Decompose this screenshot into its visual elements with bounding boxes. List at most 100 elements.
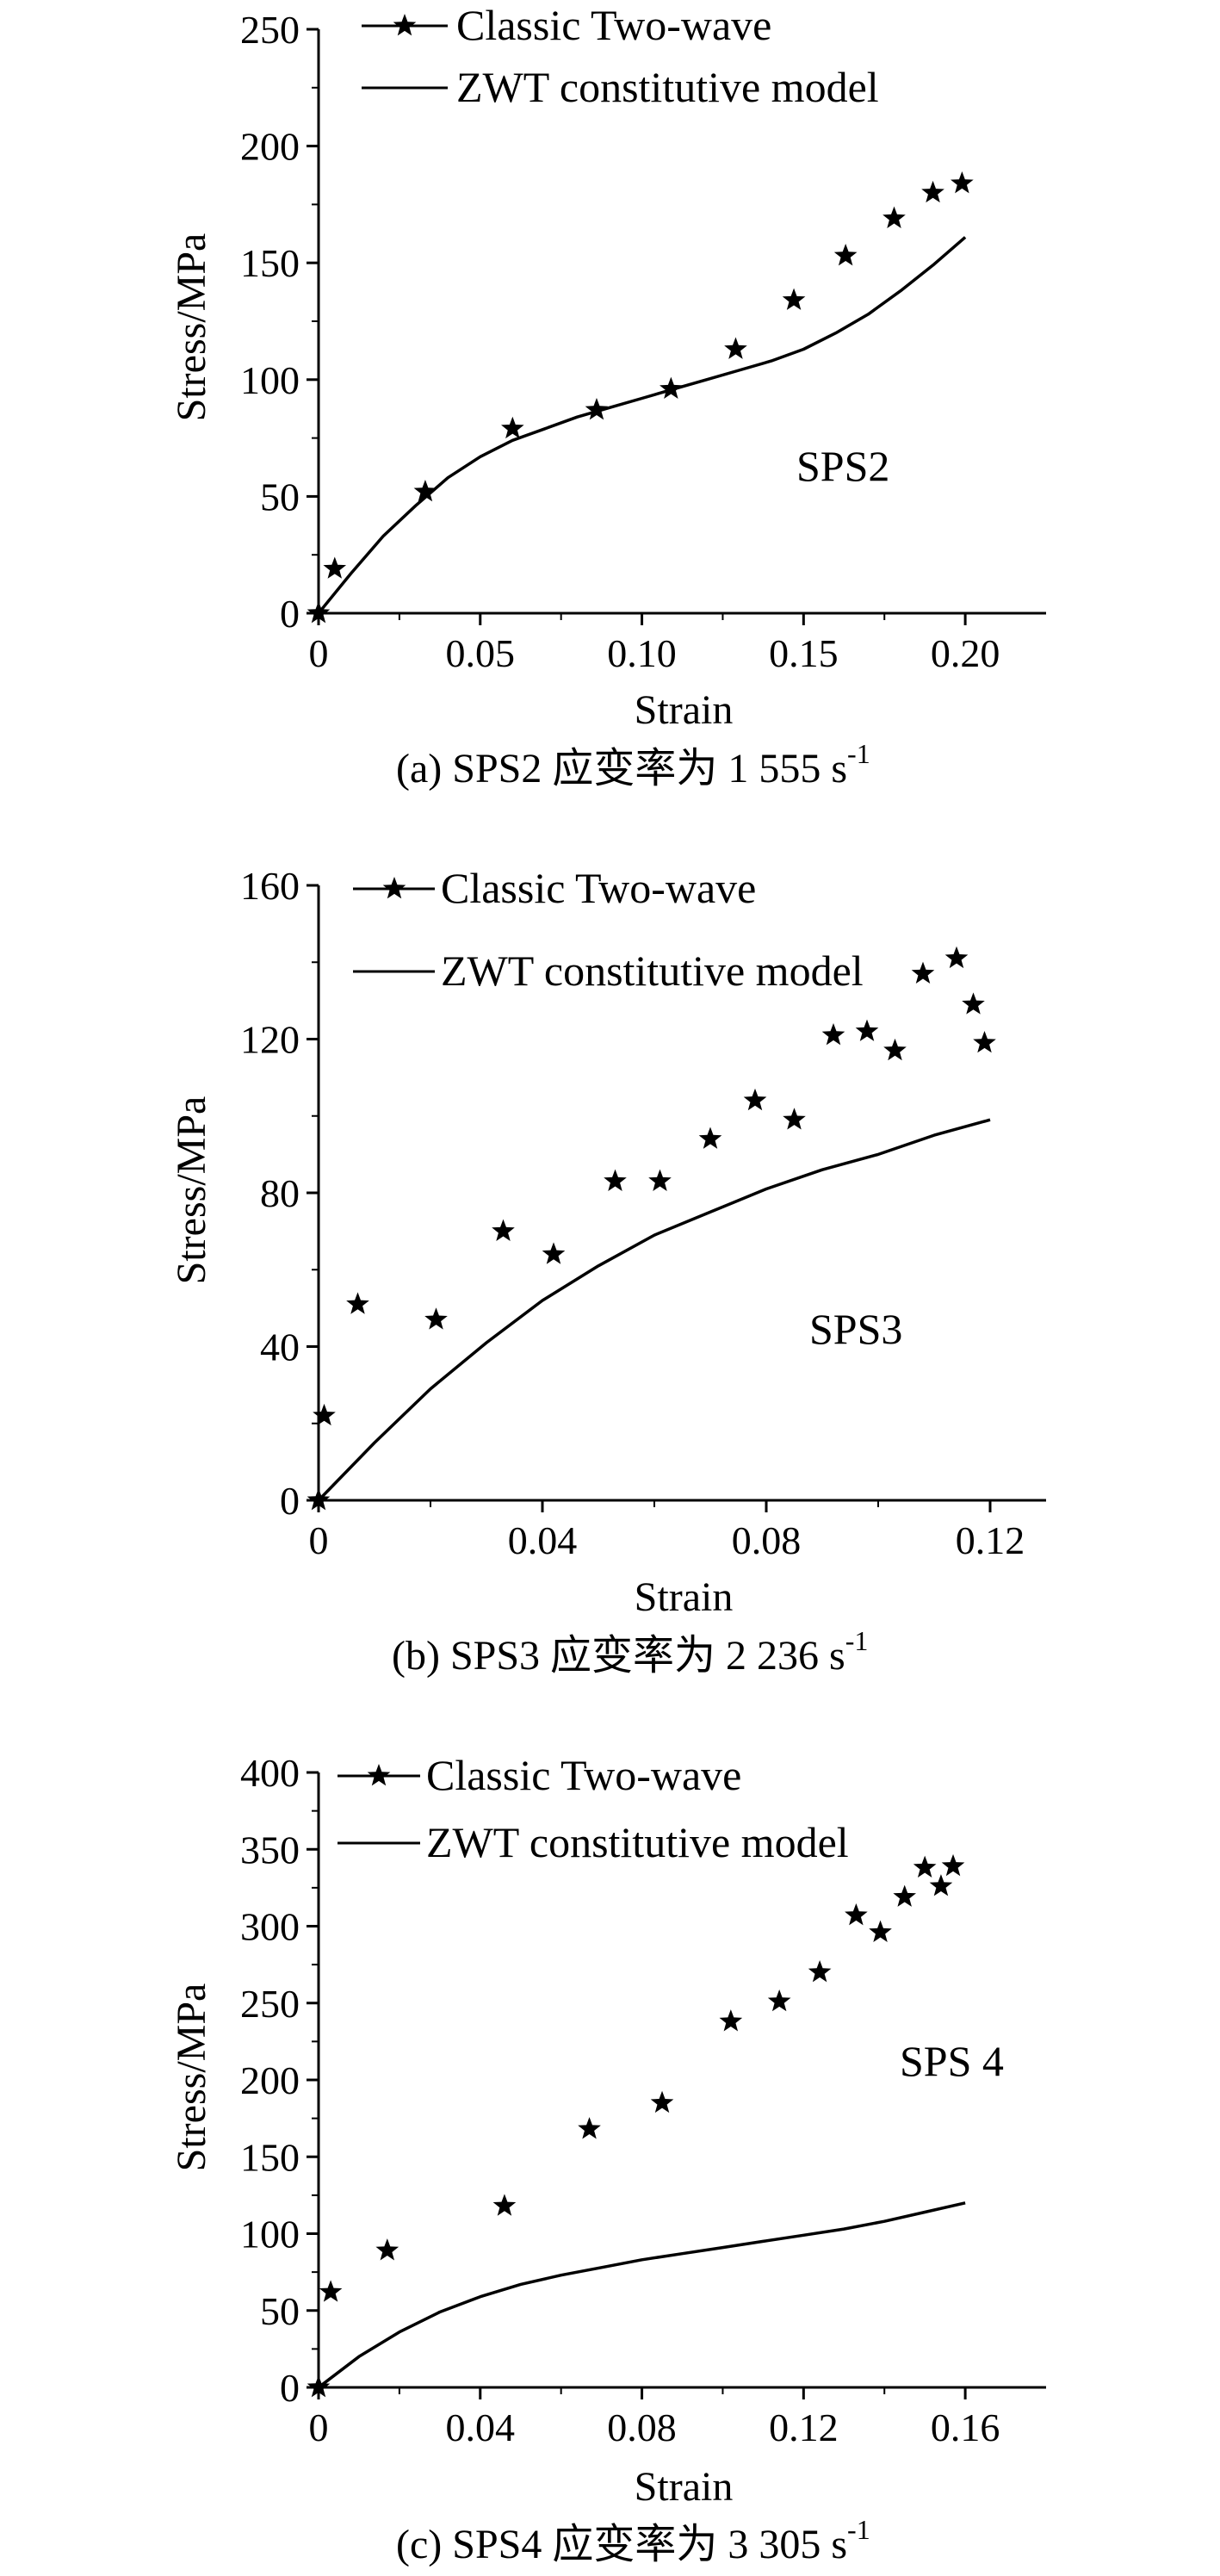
data-point-star: [962, 992, 985, 1015]
panel-c-plot-area: 0 50 100 150 200 250 300 350 400 0 0.04 0.08 0.12 0.1…: [240, 1751, 1046, 2449]
data-point-star: [821, 1023, 845, 1046]
data-point-star: [941, 1853, 965, 1877]
y-tick-label: 0: [280, 1479, 300, 1523]
data-point-star: [375, 2238, 399, 2261]
data-point-star: [660, 376, 683, 399]
x-tick-label: 0.12: [769, 2405, 839, 2449]
data-point-star: [782, 288, 806, 310]
data-point-star: [883, 1038, 907, 1061]
data-point-star: [501, 416, 524, 439]
y-tick-label: 0: [280, 2366, 300, 2410]
data-point-star: [313, 1403, 336, 1426]
panel-c-caption: (c) SPS4 应变率为 3 305 s-1: [396, 2514, 870, 2567]
data-point-star: [882, 206, 906, 228]
y-tick-label: 50: [260, 475, 300, 518]
data-point-star: [323, 556, 347, 579]
x-tick-label: 0.12: [956, 1518, 1025, 1562]
panel-c-y-axis-label: Stress/MPa: [169, 1983, 214, 2172]
data-point-star: [578, 2117, 601, 2139]
panel-a-annotation: SPS2: [796, 442, 889, 490]
y-tick-label: 0: [280, 592, 300, 636]
x-tick-label: 0: [309, 1518, 329, 1562]
data-point-star: [413, 479, 437, 502]
panel-b-y-axis-label: Stress/MPa: [169, 1096, 214, 1285]
y-tick-label: 250: [240, 8, 300, 52]
data-point-star: [492, 2194, 517, 2216]
data-point-star: [944, 946, 969, 969]
legend-label-classic: Classic Two-wave: [426, 1751, 741, 1799]
data-point-star: [724, 337, 747, 359]
data-point-star: [648, 1169, 672, 1191]
data-point-star: [767, 1989, 791, 2012]
data-point-star: [346, 1292, 369, 1314]
y-tick-label: 200: [240, 125, 300, 169]
legend-label-model: ZWT constitutive model: [426, 1818, 849, 1866]
x-tick-label: 0.15: [769, 631, 839, 675]
y-tick-label: 40: [260, 1325, 300, 1369]
panel-b-annotation: SPS3: [809, 1305, 902, 1353]
legend-star-icon: [382, 877, 406, 899]
panel-b-legend: Classic Two-wave ZWT constitutive model: [353, 864, 864, 995]
panel-a-caption-sup: -1: [847, 738, 870, 769]
y-tick-label: 100: [240, 2213, 300, 2256]
panel-a-legend: Classic Two-wave ZWT constitutive model: [362, 1, 879, 111]
series-line-zwt-model: [317, 236, 967, 615]
data-point-star: [869, 1920, 892, 1942]
y-tick-label: 120: [240, 1018, 300, 1062]
x-tick-label: 0.05: [446, 631, 516, 675]
data-point-star: [743, 1088, 767, 1111]
x-tick-label: 0.20: [931, 631, 1000, 675]
x-tick-label: 0: [309, 631, 329, 675]
x-tick-label: 0.04: [446, 2405, 516, 2449]
y-tick-label: 50: [260, 2289, 300, 2333]
y-tick-label: 350: [240, 1828, 300, 1871]
panel-b-x-axis-label: Strain: [635, 1574, 734, 1620]
data-point-star: [542, 1242, 566, 1264]
data-point-star: [808, 1960, 832, 1983]
y-tick-label: 200: [240, 2058, 300, 2102]
data-point-star: [650, 2090, 674, 2114]
panel-a-y-axis-label: Stress/MPa: [169, 233, 214, 422]
data-point-star: [845, 1903, 868, 1926]
x-tick-label: 0.10: [607, 631, 677, 675]
y-tick-label: 150: [240, 241, 300, 285]
x-tick-label: 0.04: [508, 1518, 578, 1562]
data-point-star: [855, 1019, 879, 1041]
panel-c-annotation: SPS 4: [900, 2037, 1004, 2085]
data-point-star: [921, 180, 944, 203]
legend-label-classic: Classic Two-wave: [441, 864, 756, 912]
legend-label-model: ZWT constitutive model: [456, 63, 879, 111]
data-point-star: [973, 1030, 996, 1053]
panel-c-caption-sup: -1: [847, 2514, 870, 2545]
series-line-zwt-model: [317, 2201, 966, 2389]
y-tick-label: 160: [240, 864, 300, 908]
panel-b-plot-area: 0 40 80 120 160 0 0.04 0.08 0.12: [240, 864, 1046, 1562]
legend-star-icon: [367, 1764, 391, 1786]
data-point-star: [783, 1108, 806, 1130]
y-tick-label: 80: [260, 1171, 300, 1215]
data-point-star: [698, 1127, 722, 1149]
x-tick-label: 0.16: [931, 2405, 1000, 2449]
y-tick-label: 300: [240, 1905, 300, 1949]
panel-a: 0 50 100 150 200 250 0 0.05 0.10 0.15 0.20 Classic…: [169, 1, 1046, 791]
panel-a-x-axis-label: Strain: [635, 687, 734, 733]
data-point-star: [604, 1169, 627, 1191]
y-tick-label: 100: [240, 358, 300, 402]
x-tick-label: 0: [309, 2405, 329, 2449]
panel-a-plot-area: 0 50 100 150 200 250 0 0.05 0.10 0.15 0.20: [240, 8, 1046, 675]
y-tick-label: 250: [240, 1982, 300, 2026]
y-tick-label: 150: [240, 2135, 300, 2179]
panel-c-x-axis-label: Strain: [635, 2464, 734, 2510]
panel-a-caption: (a) SPS2 应变率为 1 555 s-1: [396, 738, 870, 791]
data-point-star: [492, 1219, 515, 1241]
x-tick-label: 0.08: [607, 2405, 677, 2449]
data-point-star: [951, 171, 974, 194]
data-point-star: [585, 398, 609, 420]
data-point-star: [911, 961, 935, 984]
legend-star-icon: [393, 14, 417, 36]
panel-c-legend: Classic Two-wave ZWT constitutive model: [338, 1751, 849, 1866]
data-point-star: [319, 2280, 343, 2302]
series-line-zwt-model: [317, 1118, 991, 1502]
y-tick-label: 400: [240, 1751, 300, 1795]
